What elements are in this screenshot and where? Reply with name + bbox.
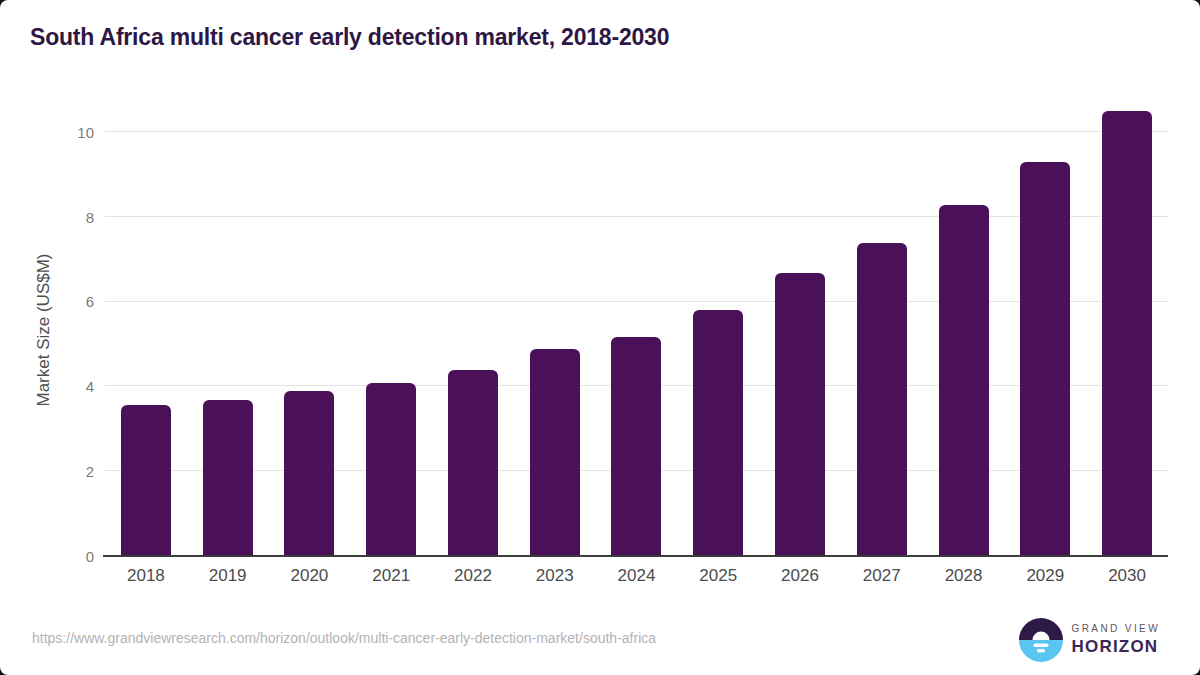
brand-wordmark: GRAND VIEW HORIZON xyxy=(1072,623,1160,657)
x-label-2022: 2022 xyxy=(432,566,514,586)
x-label-2026: 2026 xyxy=(759,566,841,586)
bar-2019 xyxy=(203,400,253,556)
y-tick-6: 6 xyxy=(48,294,94,309)
bar-2025 xyxy=(693,310,743,556)
x-label-2029: 2029 xyxy=(1004,566,1086,586)
bars xyxy=(105,100,1168,556)
brand-logo: GRAND VIEW HORIZON xyxy=(1019,618,1160,662)
bar-2026 xyxy=(775,273,825,556)
x-axis-line xyxy=(103,555,1168,557)
x-label-2021: 2021 xyxy=(350,566,432,586)
x-label-2028: 2028 xyxy=(923,566,1005,586)
source-url: https://www.grandviewresearch.com/horizo… xyxy=(32,630,656,646)
bar-2024 xyxy=(611,337,661,556)
bar-2027 xyxy=(857,243,907,556)
bar-2030 xyxy=(1102,111,1152,556)
brand-name-bottom: HORIZON xyxy=(1072,637,1160,657)
x-label-2020: 2020 xyxy=(269,566,351,586)
y-tick-4: 4 xyxy=(48,379,94,394)
y-tick-8: 8 xyxy=(48,209,94,224)
plot-area xyxy=(105,100,1168,556)
bar-2023 xyxy=(530,349,580,556)
bar-2020 xyxy=(284,391,334,556)
x-label-2027: 2027 xyxy=(841,566,923,586)
chart-card: South Africa multi cancer early detectio… xyxy=(0,0,1200,675)
y-tick-0: 0 xyxy=(48,549,94,564)
x-label-2019: 2019 xyxy=(187,566,269,586)
bar-2018 xyxy=(121,405,171,556)
y-tick-10: 10 xyxy=(48,124,94,139)
x-label-2030: 2030 xyxy=(1086,566,1168,586)
x-label-2024: 2024 xyxy=(596,566,678,586)
bar-2029 xyxy=(1020,162,1070,556)
chart-title: South Africa multi cancer early detectio… xyxy=(30,24,669,51)
brand-name-top: GRAND VIEW xyxy=(1072,623,1160,634)
bar-2022 xyxy=(448,370,498,556)
horizon-logo-icon xyxy=(1019,618,1063,662)
x-label-2023: 2023 xyxy=(514,566,596,586)
x-label-2018: 2018 xyxy=(105,566,187,586)
bar-2021 xyxy=(366,383,416,556)
x-axis-labels: 2018201920202021202220232024202520262027… xyxy=(105,566,1168,586)
bar-2028 xyxy=(939,205,989,556)
x-label-2025: 2025 xyxy=(677,566,759,586)
y-tick-2: 2 xyxy=(48,464,94,479)
